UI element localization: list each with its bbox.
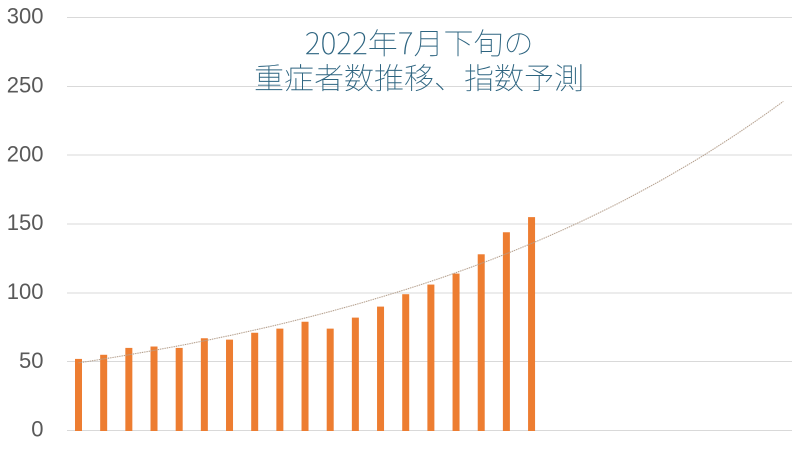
svg-text:50: 50 [19,348,43,373]
svg-text:250: 250 [7,73,44,98]
svg-text:0: 0 [31,417,43,442]
svg-text:200: 200 [7,141,44,166]
svg-text:300: 300 [7,4,44,29]
svg-text:150: 150 [7,210,44,235]
svg-text:100: 100 [7,279,44,304]
